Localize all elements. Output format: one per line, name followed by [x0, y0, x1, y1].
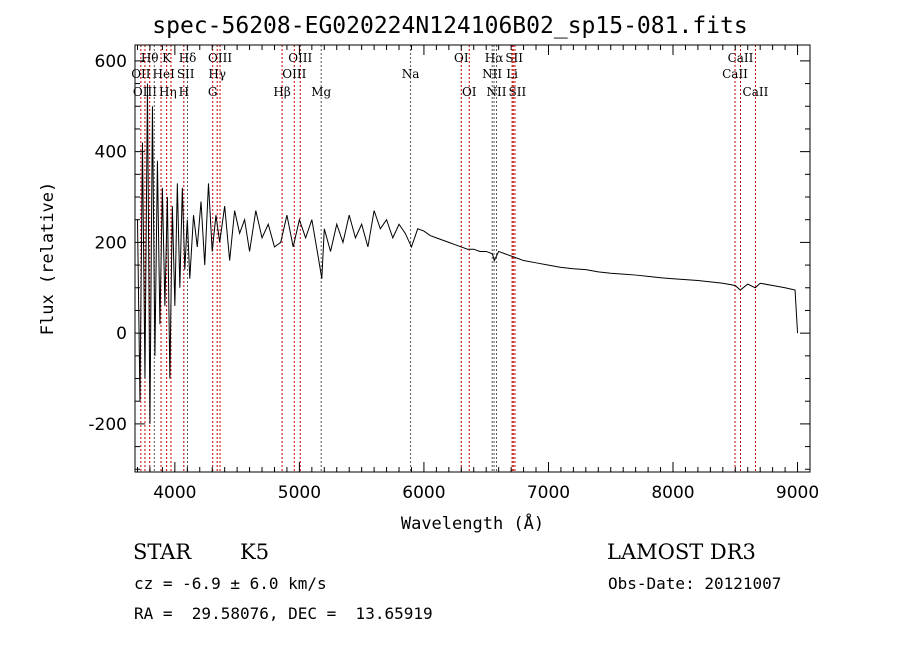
line-label: Li: [506, 67, 518, 81]
line-label: Hδ: [179, 51, 197, 65]
y-tick-label: 400: [95, 143, 127, 163]
plot-frame: [134, 44, 811, 473]
line-label: NII: [487, 85, 507, 99]
y-tick-label: 200: [95, 233, 127, 253]
x-tick-label: 6000: [402, 483, 445, 503]
x-tick-label: 5000: [278, 483, 321, 503]
line-label: Hβ: [273, 85, 290, 99]
obs-date: Obs-Date: 20121007: [608, 574, 782, 593]
x-tick-label: 7000: [527, 483, 570, 503]
y-tick-label: -200: [88, 415, 127, 435]
line-label: Hθ: [141, 51, 159, 65]
line-label: CaII: [722, 67, 748, 81]
line-label: G: [208, 85, 218, 99]
line-label: OIII: [208, 51, 232, 65]
line-label: OIII: [133, 85, 157, 99]
line-label: NII: [482, 67, 502, 81]
line-label: OI: [462, 85, 477, 99]
ra-dec: RA = 29.58076, DEC = 13.65919: [134, 604, 433, 623]
line-label: SII: [505, 51, 523, 65]
x-tick-label: 4000: [153, 483, 196, 503]
line-label: SII: [177, 67, 195, 81]
y-tick-label: 0: [116, 324, 127, 344]
line-label: OIII: [282, 67, 306, 81]
x-axis-label: Wavelength (Å): [401, 512, 544, 534]
line-label: Hη: [159, 85, 177, 99]
line-label: OII: [131, 67, 151, 81]
line-label: OI: [454, 51, 469, 65]
survey-label: LAMOST DR3: [607, 540, 756, 564]
spectrum-line: [136, 83, 799, 424]
line-label: CaII: [728, 51, 754, 65]
line-label: Na: [402, 67, 420, 81]
line-label: H: [179, 85, 189, 99]
object-class: STAR: [133, 540, 192, 564]
line-label: OIII: [288, 51, 312, 65]
y-tick-label: 600: [95, 52, 127, 72]
line-label: SII: [509, 85, 527, 99]
x-tick-label: 9000: [776, 483, 819, 503]
line-label: Mg: [311, 85, 331, 99]
object-subclass: K5: [240, 540, 270, 564]
line-label: K: [162, 51, 172, 65]
redshift-text: cz = -6.9 ± 6.0 km/s: [134, 574, 327, 593]
chart-title: spec-56208-EG020224N124106B02_sp15-081.f…: [152, 13, 747, 39]
line-label: Hγ: [208, 67, 226, 81]
x-tick-label: 8000: [651, 483, 694, 503]
line-label: HeI: [153, 67, 176, 81]
line-label: CaII: [743, 85, 769, 99]
line-label: Hα: [485, 51, 504, 65]
y-axis-label: Flux (relative): [38, 182, 58, 336]
